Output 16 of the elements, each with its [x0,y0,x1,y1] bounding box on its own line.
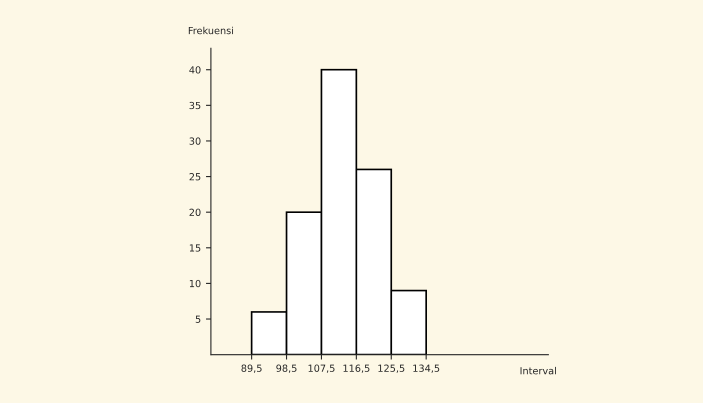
y-tick-label: 35 [190,102,200,110]
y-tick-label: 25 [190,173,200,180]
x-tick-label: 107,5 [308,364,335,373]
y-tick-label: 20 [190,208,201,216]
x-axis-title: Interval [520,366,556,374]
y-tick-label: 40 [189,66,201,74]
x-tick-label: 116,5 [344,364,370,373]
x-tick-label: 134,5 [413,364,440,373]
x-tick-label: 125,5 [378,364,404,373]
y-tick-label: 10 [190,280,201,288]
y-axis-title: Frekuensi [188,26,234,34]
y-tick-label: 15 [190,244,200,252]
y-tick-label: 30 [190,137,201,145]
x-tick-label: 89,5 [241,364,262,373]
y-tick-label: 5 [196,316,200,323]
x-tick-label: 98,5 [276,364,297,373]
